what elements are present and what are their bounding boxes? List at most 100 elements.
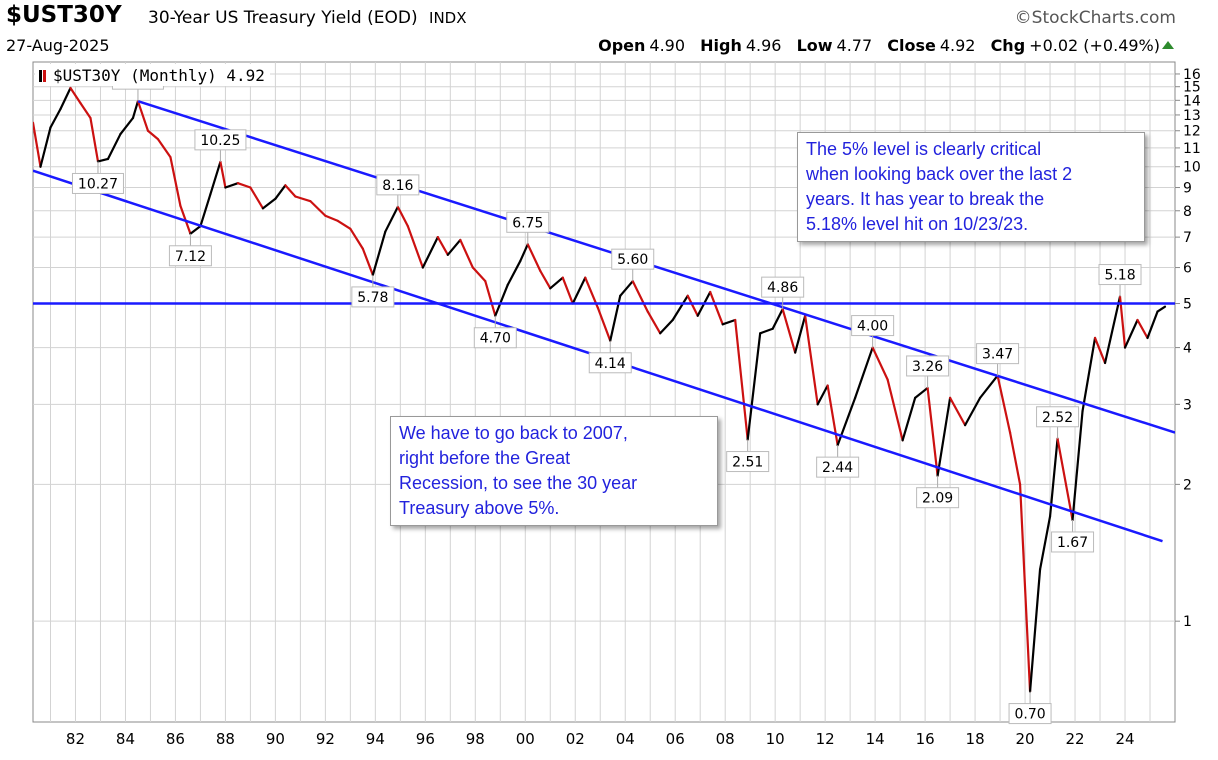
note-five-percent: The 5% level is clearly critical when lo… xyxy=(797,132,1145,242)
price-segment xyxy=(871,346,889,381)
annotation-box xyxy=(976,343,1020,365)
annotation-box xyxy=(376,174,420,196)
price-segment xyxy=(734,318,749,441)
price-segment xyxy=(854,346,874,399)
note-great-recession: We have to go back to 2007, right before… xyxy=(390,416,718,526)
annotation-label: 10.25 xyxy=(200,133,240,149)
price-segment xyxy=(646,310,662,335)
y-tick-label: 15 xyxy=(1183,80,1201,96)
annotation-label: 8.16 xyxy=(382,178,413,194)
legend-label: $UST30Y (Monthly) 4.92 xyxy=(53,66,265,85)
open-value: 4.90 xyxy=(649,36,686,55)
x-tick-label: 06 xyxy=(666,730,685,748)
annotation-label: 10.27 xyxy=(78,176,118,192)
low-label: Low xyxy=(796,36,833,55)
price-segment xyxy=(759,327,774,335)
price-segment xyxy=(209,160,222,196)
price-segment xyxy=(446,238,462,256)
annotation-label: 3.47 xyxy=(982,347,1013,363)
annotation-label: 6.75 xyxy=(512,215,543,231)
annotation-box xyxy=(1098,264,1142,286)
price-segment xyxy=(146,129,160,141)
y-tick-label: 1 xyxy=(1183,614,1192,630)
close-value: 4.92 xyxy=(939,36,976,55)
annotation-box xyxy=(761,276,805,298)
price-segment xyxy=(596,306,612,342)
price-segment xyxy=(659,318,674,335)
y-tick-label: 14 xyxy=(1183,93,1201,109)
price-segment xyxy=(816,384,829,406)
x-tick-label: 88 xyxy=(216,730,235,748)
price-segment xyxy=(236,182,252,189)
y-tick-label: 6 xyxy=(1183,261,1192,277)
price-segment xyxy=(1156,305,1167,313)
price-segment xyxy=(1081,336,1097,413)
legend-swatch-black xyxy=(39,70,42,82)
price-segment xyxy=(294,195,312,203)
annotation-box xyxy=(906,355,950,377)
price-segment xyxy=(119,116,135,136)
annotation-box xyxy=(611,248,655,270)
price-segment xyxy=(519,243,529,263)
annotation-box xyxy=(726,451,770,473)
annotation-box xyxy=(506,211,550,233)
annotation-label: 2.09 xyxy=(922,491,953,507)
legend-box xyxy=(35,64,270,86)
price-segment xyxy=(361,247,374,277)
price-segment xyxy=(1146,310,1159,340)
price-segment xyxy=(371,230,387,277)
x-tick-label: 94 xyxy=(366,730,385,748)
price-segment xyxy=(506,259,522,286)
x-tick-label: 14 xyxy=(866,730,885,748)
annotation-label: 3.26 xyxy=(912,359,943,375)
annotation-label: 1.67 xyxy=(1057,535,1088,551)
x-tick-label: 18 xyxy=(966,730,985,748)
y-tick-label: 7 xyxy=(1183,230,1192,246)
y-tick-label: 10 xyxy=(1183,160,1201,176)
open-label: Open xyxy=(598,36,646,55)
price-series xyxy=(33,86,1167,693)
price-segment xyxy=(484,280,497,317)
price-segment xyxy=(836,396,857,447)
price-segment xyxy=(224,182,240,189)
price-segment xyxy=(671,294,689,322)
x-tick-label: 16 xyxy=(916,730,935,748)
description-text: 30-Year US Treasury Yield (EOD) xyxy=(148,8,418,28)
price-segment xyxy=(406,225,424,269)
y-tick-label: 8 xyxy=(1183,204,1192,220)
price-segment xyxy=(686,294,699,317)
annotation-box xyxy=(588,352,632,374)
y-tick-label: 11 xyxy=(1183,141,1201,157)
price-segment xyxy=(804,314,819,406)
symbol-description: 30-Year US Treasury Yield (EOD) INDX xyxy=(148,8,467,28)
price-segment xyxy=(284,184,297,198)
price-segment xyxy=(249,186,264,210)
price-segment xyxy=(261,197,277,210)
price-segment xyxy=(771,308,784,330)
x-tick-label: 00 xyxy=(516,730,535,748)
price-segment xyxy=(1136,318,1149,340)
price-segment xyxy=(996,374,1012,434)
annotation-label: 2.52 xyxy=(1042,410,1073,426)
x-tick-label: 90 xyxy=(266,730,285,748)
annotation-box xyxy=(1051,531,1095,553)
annotation-label: 4.00 xyxy=(857,319,888,335)
price-segment xyxy=(926,386,939,477)
price-segment xyxy=(156,138,172,159)
price-segment xyxy=(619,280,634,297)
price-segment xyxy=(494,283,509,317)
annotation-box xyxy=(71,172,124,194)
price-segment xyxy=(1018,483,1032,693)
exchange-label: INDX xyxy=(429,9,467,27)
annotation-label: 4.14 xyxy=(595,356,626,372)
price-segment xyxy=(978,374,999,399)
annotation-box xyxy=(916,487,960,509)
y-tick-label: 5 xyxy=(1183,297,1192,313)
annotation-box xyxy=(168,245,212,267)
price-segment xyxy=(421,236,439,269)
high-label: High xyxy=(700,36,742,55)
price-segment xyxy=(709,290,724,326)
annotation-box xyxy=(351,286,395,308)
brand-watermark: ©StockCharts.com xyxy=(1014,8,1176,28)
